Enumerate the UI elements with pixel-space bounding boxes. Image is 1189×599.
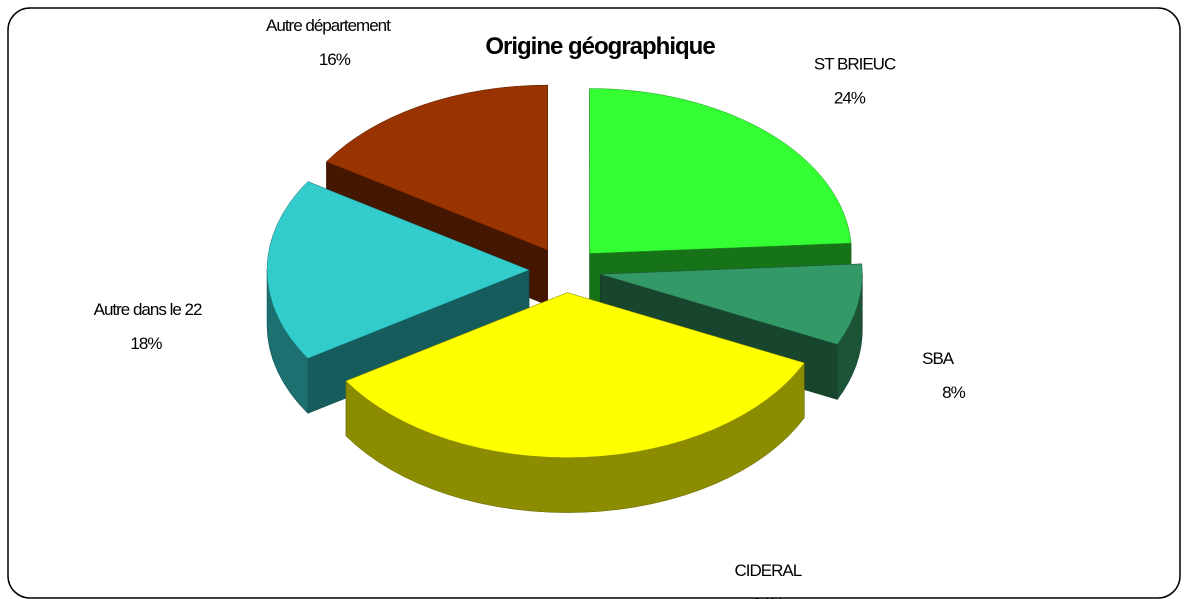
slice-label: Autre département: [266, 16, 391, 35]
slice-value-label: 18%: [130, 334, 162, 353]
slice-value-label: 34%: [752, 595, 784, 599]
slice-label: SBA: [922, 349, 955, 368]
slice: [325, 84, 548, 251]
slice: [345, 292, 805, 458]
slice-value-label: 16%: [319, 50, 351, 69]
chart-title: Origine géographique: [485, 33, 715, 60]
slice: [600, 263, 863, 345]
slice-label: CIDERAL: [734, 561, 801, 580]
slice: [589, 88, 852, 254]
slice-value-label: 24%: [834, 89, 866, 108]
slice-label: ST BRIEUC: [814, 55, 896, 74]
slice-label: Autre dans le 22: [94, 300, 202, 319]
slice: [266, 181, 530, 359]
slice-value-label: 8%: [942, 383, 965, 402]
